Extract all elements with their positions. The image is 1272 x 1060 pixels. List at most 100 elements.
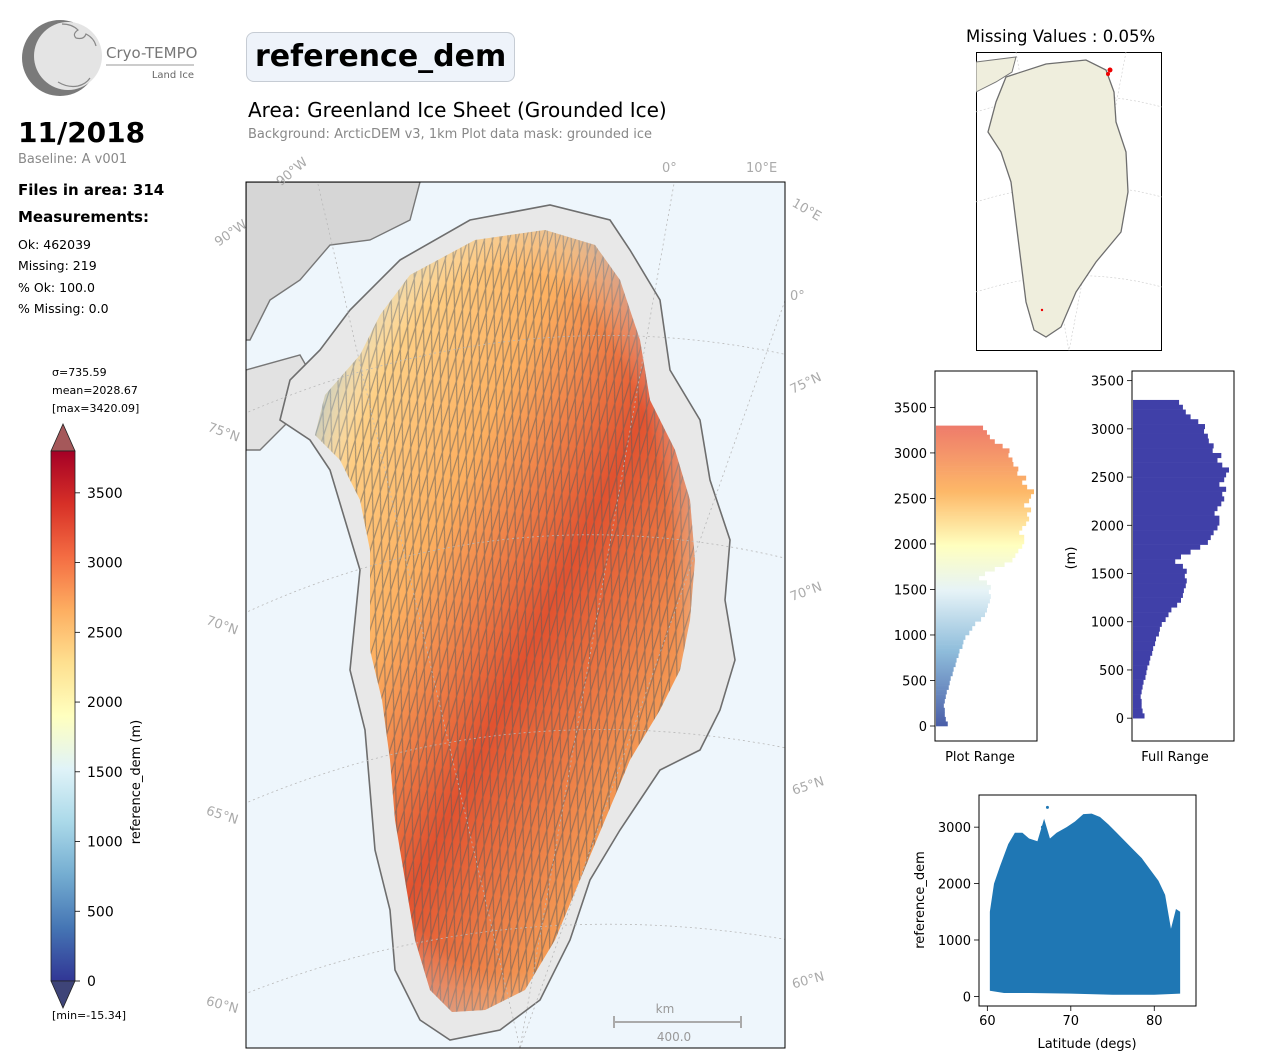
area-title: Area: Greenland Ice Sheet (Grounded Ice) <box>248 98 667 122</box>
histogram-bar <box>1133 481 1220 488</box>
histogram-bar <box>1133 616 1166 623</box>
scatter-ytick-label: 0 <box>963 990 971 1005</box>
histogram-bar <box>1133 428 1205 434</box>
histogram-bar <box>936 480 1023 486</box>
histogram-bar <box>1133 559 1176 565</box>
colorbar-tick-label: 2000 <box>87 695 123 711</box>
ice-margin <box>315 230 695 1012</box>
histogram-bar <box>936 507 1032 513</box>
full-range-ylabel: (m) <box>1064 547 1079 570</box>
histogram-bar <box>936 671 953 677</box>
histogram-bar <box>936 657 957 663</box>
histogram-bar <box>1133 631 1159 637</box>
missing-values-title: Missing Values : 0.05% <box>966 27 1156 46</box>
histogram-bar <box>1133 530 1214 536</box>
histogram-ytick-label: 3500 <box>894 401 927 416</box>
colorbar-tick-label: 3500 <box>87 486 123 502</box>
histogram-bar <box>936 543 1023 549</box>
histogram-bar <box>1133 698 1142 705</box>
scatter-ytick-label: 2000 <box>938 878 971 893</box>
graticule <box>246 182 785 1048</box>
scatter-xtick-label: 80 <box>1146 1014 1163 1029</box>
histogram-bar <box>936 502 1025 508</box>
histogram-bar <box>936 721 948 727</box>
histogram-ytick-label: 0 <box>1116 712 1124 727</box>
grid-label: 75°N <box>206 420 242 445</box>
histogram-bar <box>936 566 995 572</box>
histogram-bar <box>936 598 990 604</box>
histogram-bar <box>1133 708 1143 714</box>
histogram-bar <box>1133 414 1191 420</box>
missing-point <box>1107 67 1113 73</box>
histogram-bar <box>936 475 1027 481</box>
histogram-bar <box>936 689 947 695</box>
histogram-bar <box>1133 694 1141 700</box>
histogram-bar <box>1133 645 1154 651</box>
histogram-ytick-label: 3500 <box>1091 375 1124 390</box>
histogram-bar <box>936 434 990 440</box>
histogram-bar <box>936 489 1034 495</box>
histogram-bar <box>1133 457 1218 463</box>
histogram-bar <box>936 466 1019 472</box>
histogram-bar <box>1133 650 1153 656</box>
logo-subtitle: Land Ice <box>152 70 194 81</box>
histogram-bar <box>936 644 963 649</box>
histogram-bar <box>1133 621 1162 627</box>
histogram-bar <box>936 521 1027 527</box>
histogram-ytick-label: 500 <box>1099 664 1124 679</box>
histogram-bar <box>936 634 966 640</box>
histogram-bar <box>936 648 960 654</box>
missing-point <box>1040 308 1044 312</box>
missing-values-greenland <box>987 59 1129 338</box>
greenland-map: 90°W 90°W 0° 10°E 10°E 0° 75°N 75°N 70°N… <box>204 155 826 1049</box>
histogram-bar <box>1133 578 1187 584</box>
grid-label: 65°N <box>790 774 826 798</box>
histogram-bar <box>1133 525 1218 531</box>
histogram-bar <box>1133 506 1218 512</box>
scatter-point <box>1040 825 1044 829</box>
grid-label: 0° <box>790 289 805 304</box>
histogram-bar <box>1133 713 1145 719</box>
histogram-bar <box>1133 703 1142 709</box>
colorbar-tick-label: 0 <box>87 974 96 990</box>
histogram-bar <box>1133 472 1227 478</box>
histogram-bar <box>936 630 970 636</box>
colorbar: 0 500 1000 1500 2000 2500 3000 3500 reference_d… <box>50 423 144 1009</box>
histogram-bar <box>936 639 964 645</box>
files-in-area: Files in area: 314 <box>18 181 165 199</box>
histogram-bar <box>936 443 1003 449</box>
histogram-bar <box>1133 477 1225 483</box>
histogram-bar <box>936 575 980 581</box>
histogram-bar <box>1133 626 1160 632</box>
grid-label: 60°N <box>204 994 240 1017</box>
histogram-bar <box>936 580 987 586</box>
variable-title: reference_dem <box>246 32 516 82</box>
missing-values-map <box>976 52 1162 351</box>
logo-name: Cryo-TEMPO <box>106 44 197 62</box>
histogram-bar <box>1133 674 1146 680</box>
colorbar-tick-label: 3000 <box>87 556 123 572</box>
histogram-bar <box>936 680 950 686</box>
histogram-ytick-label: 500 <box>902 674 927 689</box>
histogram-bar <box>1133 404 1183 410</box>
histogram-bar <box>936 516 1030 522</box>
histogram-bar <box>936 685 949 690</box>
histogram-bar <box>1133 549 1191 555</box>
histogram-bar <box>936 557 1013 563</box>
histogram-bar <box>1133 607 1172 613</box>
histogram-ytick-label: 3000 <box>894 447 927 462</box>
histogram-bar <box>1133 612 1169 618</box>
histogram-bar <box>1133 520 1220 526</box>
colorbar-gradient <box>50 450 76 982</box>
histogram-bar <box>936 703 944 709</box>
scatter-xtick-label: 60 <box>979 1014 996 1029</box>
histogram-bar <box>1133 515 1220 521</box>
missing-point <box>1106 72 1110 76</box>
histogram-ytick-label: 2000 <box>1091 519 1124 534</box>
colorbar-tick-label: 500 <box>87 904 114 920</box>
cryo-tempo-logo: Cryo-TEMPO Land Ice <box>22 20 197 96</box>
histogram-bar <box>936 625 973 631</box>
map-frame <box>245 181 786 1049</box>
grid-label: 75°N <box>788 370 824 397</box>
histogram-bar <box>1133 573 1185 579</box>
